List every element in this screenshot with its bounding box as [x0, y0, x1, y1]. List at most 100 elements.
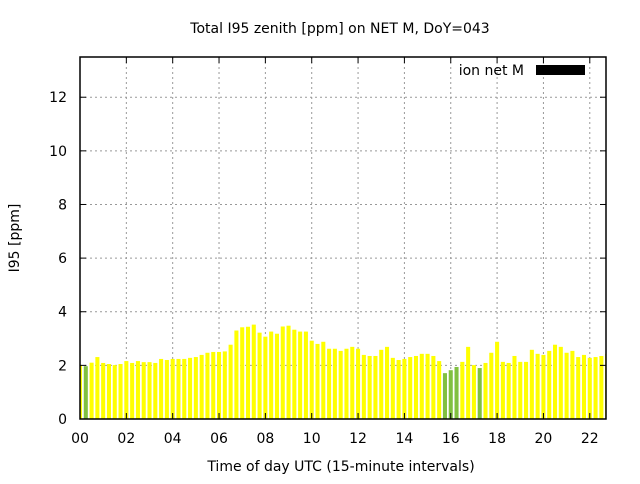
bar: [112, 365, 117, 419]
bar: [269, 331, 274, 419]
bar: [309, 340, 314, 419]
bar: [471, 365, 476, 419]
y-tick-label: 12: [49, 90, 67, 106]
legend-label: ion net M: [459, 63, 524, 79]
bar: [193, 357, 198, 419]
bar: [274, 333, 279, 419]
bar: [228, 344, 233, 419]
bar: [292, 329, 297, 419]
bar: [182, 358, 187, 419]
y-tick-label: 6: [58, 251, 67, 267]
bar: [176, 358, 181, 419]
bar: [384, 346, 390, 419]
bar: [379, 349, 384, 419]
bar: [350, 346, 355, 419]
bar: [373, 355, 378, 419]
bar: [425, 353, 430, 419]
chart-title: Total I95 zenith [ppm] on NET M, DoY=043: [189, 21, 489, 37]
bar: [80, 365, 83, 419]
bar: [419, 353, 424, 419]
bar: [130, 362, 135, 419]
bar: [460, 361, 465, 419]
x-tick-label: 10: [303, 431, 321, 447]
x-tick-label: 20: [535, 431, 553, 447]
bar: [361, 354, 366, 419]
bar: [570, 350, 575, 419]
bar: [448, 370, 453, 419]
bar: [286, 325, 291, 419]
bar: [599, 355, 604, 419]
bar: [413, 355, 419, 419]
bar: [199, 354, 204, 419]
bar: [222, 351, 227, 419]
bar: [240, 327, 245, 419]
bar: [437, 361, 442, 419]
bar: [552, 344, 558, 419]
bars: [80, 324, 606, 419]
bar: [95, 357, 100, 419]
x-tick-label: 22: [581, 431, 599, 447]
bar: [558, 346, 563, 419]
bar: [541, 354, 546, 419]
bar: [512, 355, 517, 419]
x-tick-label: 02: [117, 431, 135, 447]
plot-frame: [79, 56, 607, 420]
bar: [164, 360, 169, 419]
bar: [118, 364, 123, 419]
y-tick-label: 4: [58, 305, 67, 321]
bar: [396, 360, 401, 419]
bar: [147, 362, 152, 419]
y-tick-label: 0: [58, 412, 67, 428]
bar: [101, 362, 106, 419]
bar: [211, 351, 216, 419]
bar: [581, 354, 587, 419]
bar: [535, 353, 540, 419]
bar: [500, 361, 505, 419]
bar: [332, 348, 337, 419]
y-tick-label: 8: [58, 197, 67, 213]
bar: [251, 324, 256, 419]
bar: [106, 364, 111, 419]
bar: [338, 350, 343, 419]
bar: [402, 358, 407, 419]
bar: [593, 357, 598, 419]
y-tick-label: 2: [58, 358, 67, 374]
bar: [327, 348, 332, 419]
x-axis-label: Time of day UTC (15-minute intervals): [206, 459, 474, 475]
bar: [83, 366, 88, 419]
bar: [188, 357, 193, 419]
bar: [344, 348, 349, 419]
bar: [153, 362, 158, 419]
bar: [506, 362, 511, 419]
bar: [257, 332, 262, 419]
bar: [489, 352, 494, 419]
bar: [408, 357, 413, 419]
bar: [280, 326, 285, 419]
bar: [159, 358, 164, 419]
bar: [524, 361, 529, 419]
bar: [587, 357, 592, 419]
x-tick-label: 16: [442, 431, 460, 447]
bar: [298, 331, 303, 419]
x-tick-label: 12: [349, 431, 367, 447]
bar: [477, 368, 482, 419]
x-tick-label: 14: [395, 431, 413, 447]
bar: [135, 361, 140, 419]
x-tick-label: 08: [256, 431, 274, 447]
bar: [529, 349, 534, 419]
bar: [170, 358, 175, 419]
bar: [217, 351, 222, 419]
bar: [356, 348, 361, 419]
bar: [303, 331, 308, 419]
bar: [367, 355, 372, 419]
bar: [234, 330, 239, 419]
bar: [564, 352, 569, 419]
bar: [390, 357, 395, 419]
y-axis-label: I95 [ppm]: [7, 204, 23, 273]
bar: [431, 355, 436, 419]
bar: [315, 343, 320, 419]
bar: [518, 361, 523, 419]
x-tick-label: 00: [71, 431, 89, 447]
